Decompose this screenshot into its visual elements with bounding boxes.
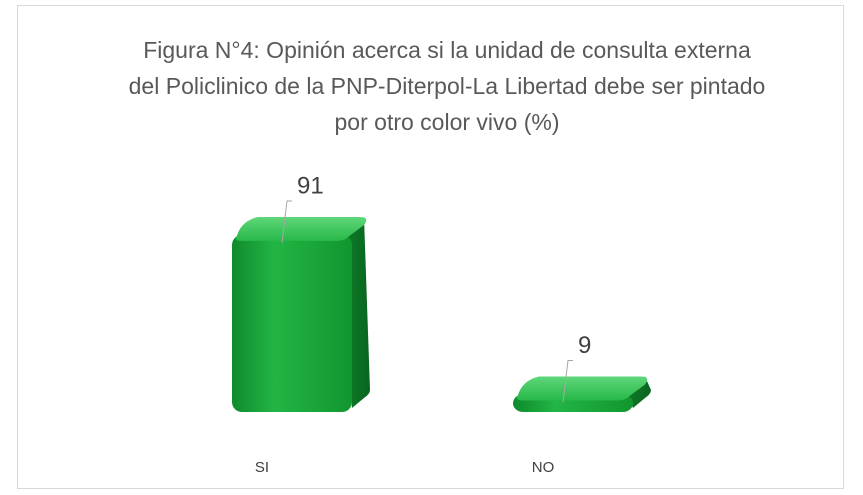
leader-line (281, 200, 292, 244)
bar (232, 217, 370, 412)
leader-line (562, 359, 573, 403)
x-tick-label: SI (255, 459, 269, 476)
x-tick-label: NO (532, 459, 555, 476)
chart-title: Figura N°4: Opinión acerca si la unidad … (128, 37, 766, 135)
bar-front (232, 235, 352, 412)
data-label: 91 (297, 172, 324, 199)
data-label: 9 (578, 332, 591, 359)
bar-top (236, 217, 367, 241)
bar-top (517, 376, 648, 401)
chart-frame (17, 5, 844, 489)
bar (513, 376, 651, 412)
